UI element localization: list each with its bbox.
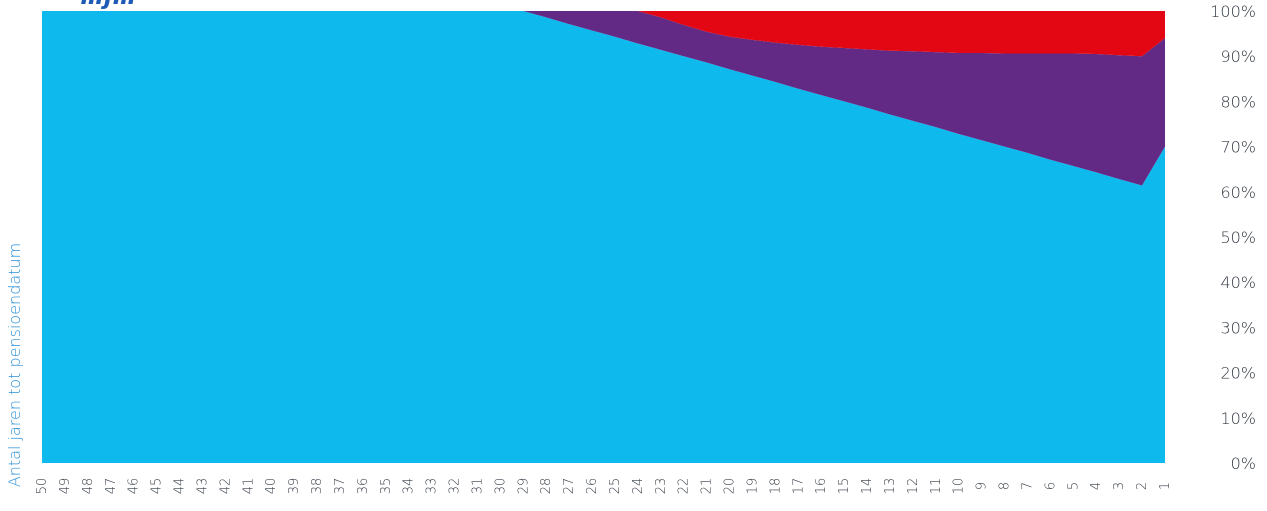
x-tick-label: 42 [218, 478, 233, 495]
x-tick-label: 30 [493, 478, 508, 495]
y-tick-label: 60% [1220, 183, 1256, 202]
x-tick-label: 41 [241, 478, 256, 495]
x-tick-label: 45 [150, 478, 165, 495]
x-tick-label: 36 [356, 478, 371, 495]
x-tick-label: 3 [1112, 482, 1127, 490]
x-tick-label: 15 [837, 478, 852, 495]
x-tick-label: 33 [425, 478, 440, 495]
x-tick-label: 11 [929, 478, 944, 495]
chart-title-fragment: …j… [80, 0, 136, 10]
x-tick-label: 20 [723, 478, 738, 495]
x-tick-label: 7 [1020, 482, 1035, 490]
x-tick-label: 24 [631, 478, 646, 495]
x-tick-label: 29 [516, 478, 531, 495]
x-tick-label: 46 [127, 478, 142, 495]
x-tick-label: 37 [333, 478, 348, 495]
y-tick-label: 80% [1220, 92, 1256, 111]
x-tick-label: 13 [883, 478, 898, 495]
x-tick-label: 18 [768, 478, 783, 495]
x-tick-label: 28 [539, 478, 554, 495]
x-tick-label: 49 [58, 478, 73, 495]
x-tick-label: 50 [35, 478, 50, 495]
x-tick-label: 2 [1135, 482, 1150, 490]
y-tick-label: 70% [1220, 138, 1256, 157]
x-tick-label: 8 [998, 482, 1013, 490]
x-tick-label: 21 [700, 478, 715, 495]
x-tick-label: 38 [310, 478, 325, 495]
x-tick-label: 22 [677, 478, 692, 495]
plot-area [42, 11, 1165, 463]
x-tick-label: 32 [448, 478, 463, 495]
x-tick-label: 39 [287, 478, 302, 495]
y-tick-label: 30% [1220, 318, 1256, 337]
x-tick-label: 27 [562, 478, 577, 495]
x-tick-label: 31 [470, 478, 485, 495]
axis-title: Antal jaren tot pensioendatum [5, 243, 24, 487]
x-tick-label: 4 [1089, 482, 1104, 490]
x-tick-label: 23 [654, 478, 669, 495]
x-tick-label: 26 [585, 478, 600, 495]
y-tick-label: 90% [1220, 47, 1256, 66]
area-series-2 [42, 11, 1165, 186]
area-series-3 [42, 11, 1165, 57]
x-tick-label: 17 [791, 478, 806, 495]
x-tick-label: 43 [195, 478, 210, 495]
area-series-1 [42, 11, 1165, 463]
y-tick-label: 40% [1220, 273, 1256, 292]
x-tick-label: 48 [81, 478, 96, 495]
x-tick-label: 40 [264, 478, 279, 495]
y-tick-label: 0% [1231, 454, 1256, 473]
x-tick-label: 35 [379, 478, 394, 495]
y-tick-label: 10% [1220, 409, 1256, 428]
x-tick-label: 12 [906, 478, 921, 495]
x-tick-label: 14 [860, 478, 875, 495]
x-axis-ticks: 50 49 48 47 46 45 44 43 42 41 40 39 38 37 36 35 34 33 32 31… [35, 478, 1173, 495]
x-tick-label: 25 [608, 478, 623, 495]
x-tick-label: 19 [745, 478, 760, 495]
x-tick-label: 9 [975, 482, 990, 490]
x-tick-label: 44 [173, 478, 188, 495]
y-tick-label: 20% [1220, 364, 1256, 383]
x-tick-label: 10 [952, 478, 967, 495]
x-tick-label: 1 [1158, 482, 1173, 490]
x-tick-label: 47 [104, 478, 119, 495]
y-tick-label: 50% [1220, 228, 1256, 247]
x-tick-label: 6 [1043, 482, 1058, 490]
y-tick-label: 100% [1210, 2, 1256, 21]
x-tick-label: 34 [402, 478, 417, 495]
x-tick-label: 5 [1066, 482, 1081, 490]
y-axis-ticks: 0% 10% 20% 30% 40% 50% 60% 70% 80% 90% 100% [1210, 2, 1256, 473]
x-tick-label: 16 [814, 478, 829, 495]
